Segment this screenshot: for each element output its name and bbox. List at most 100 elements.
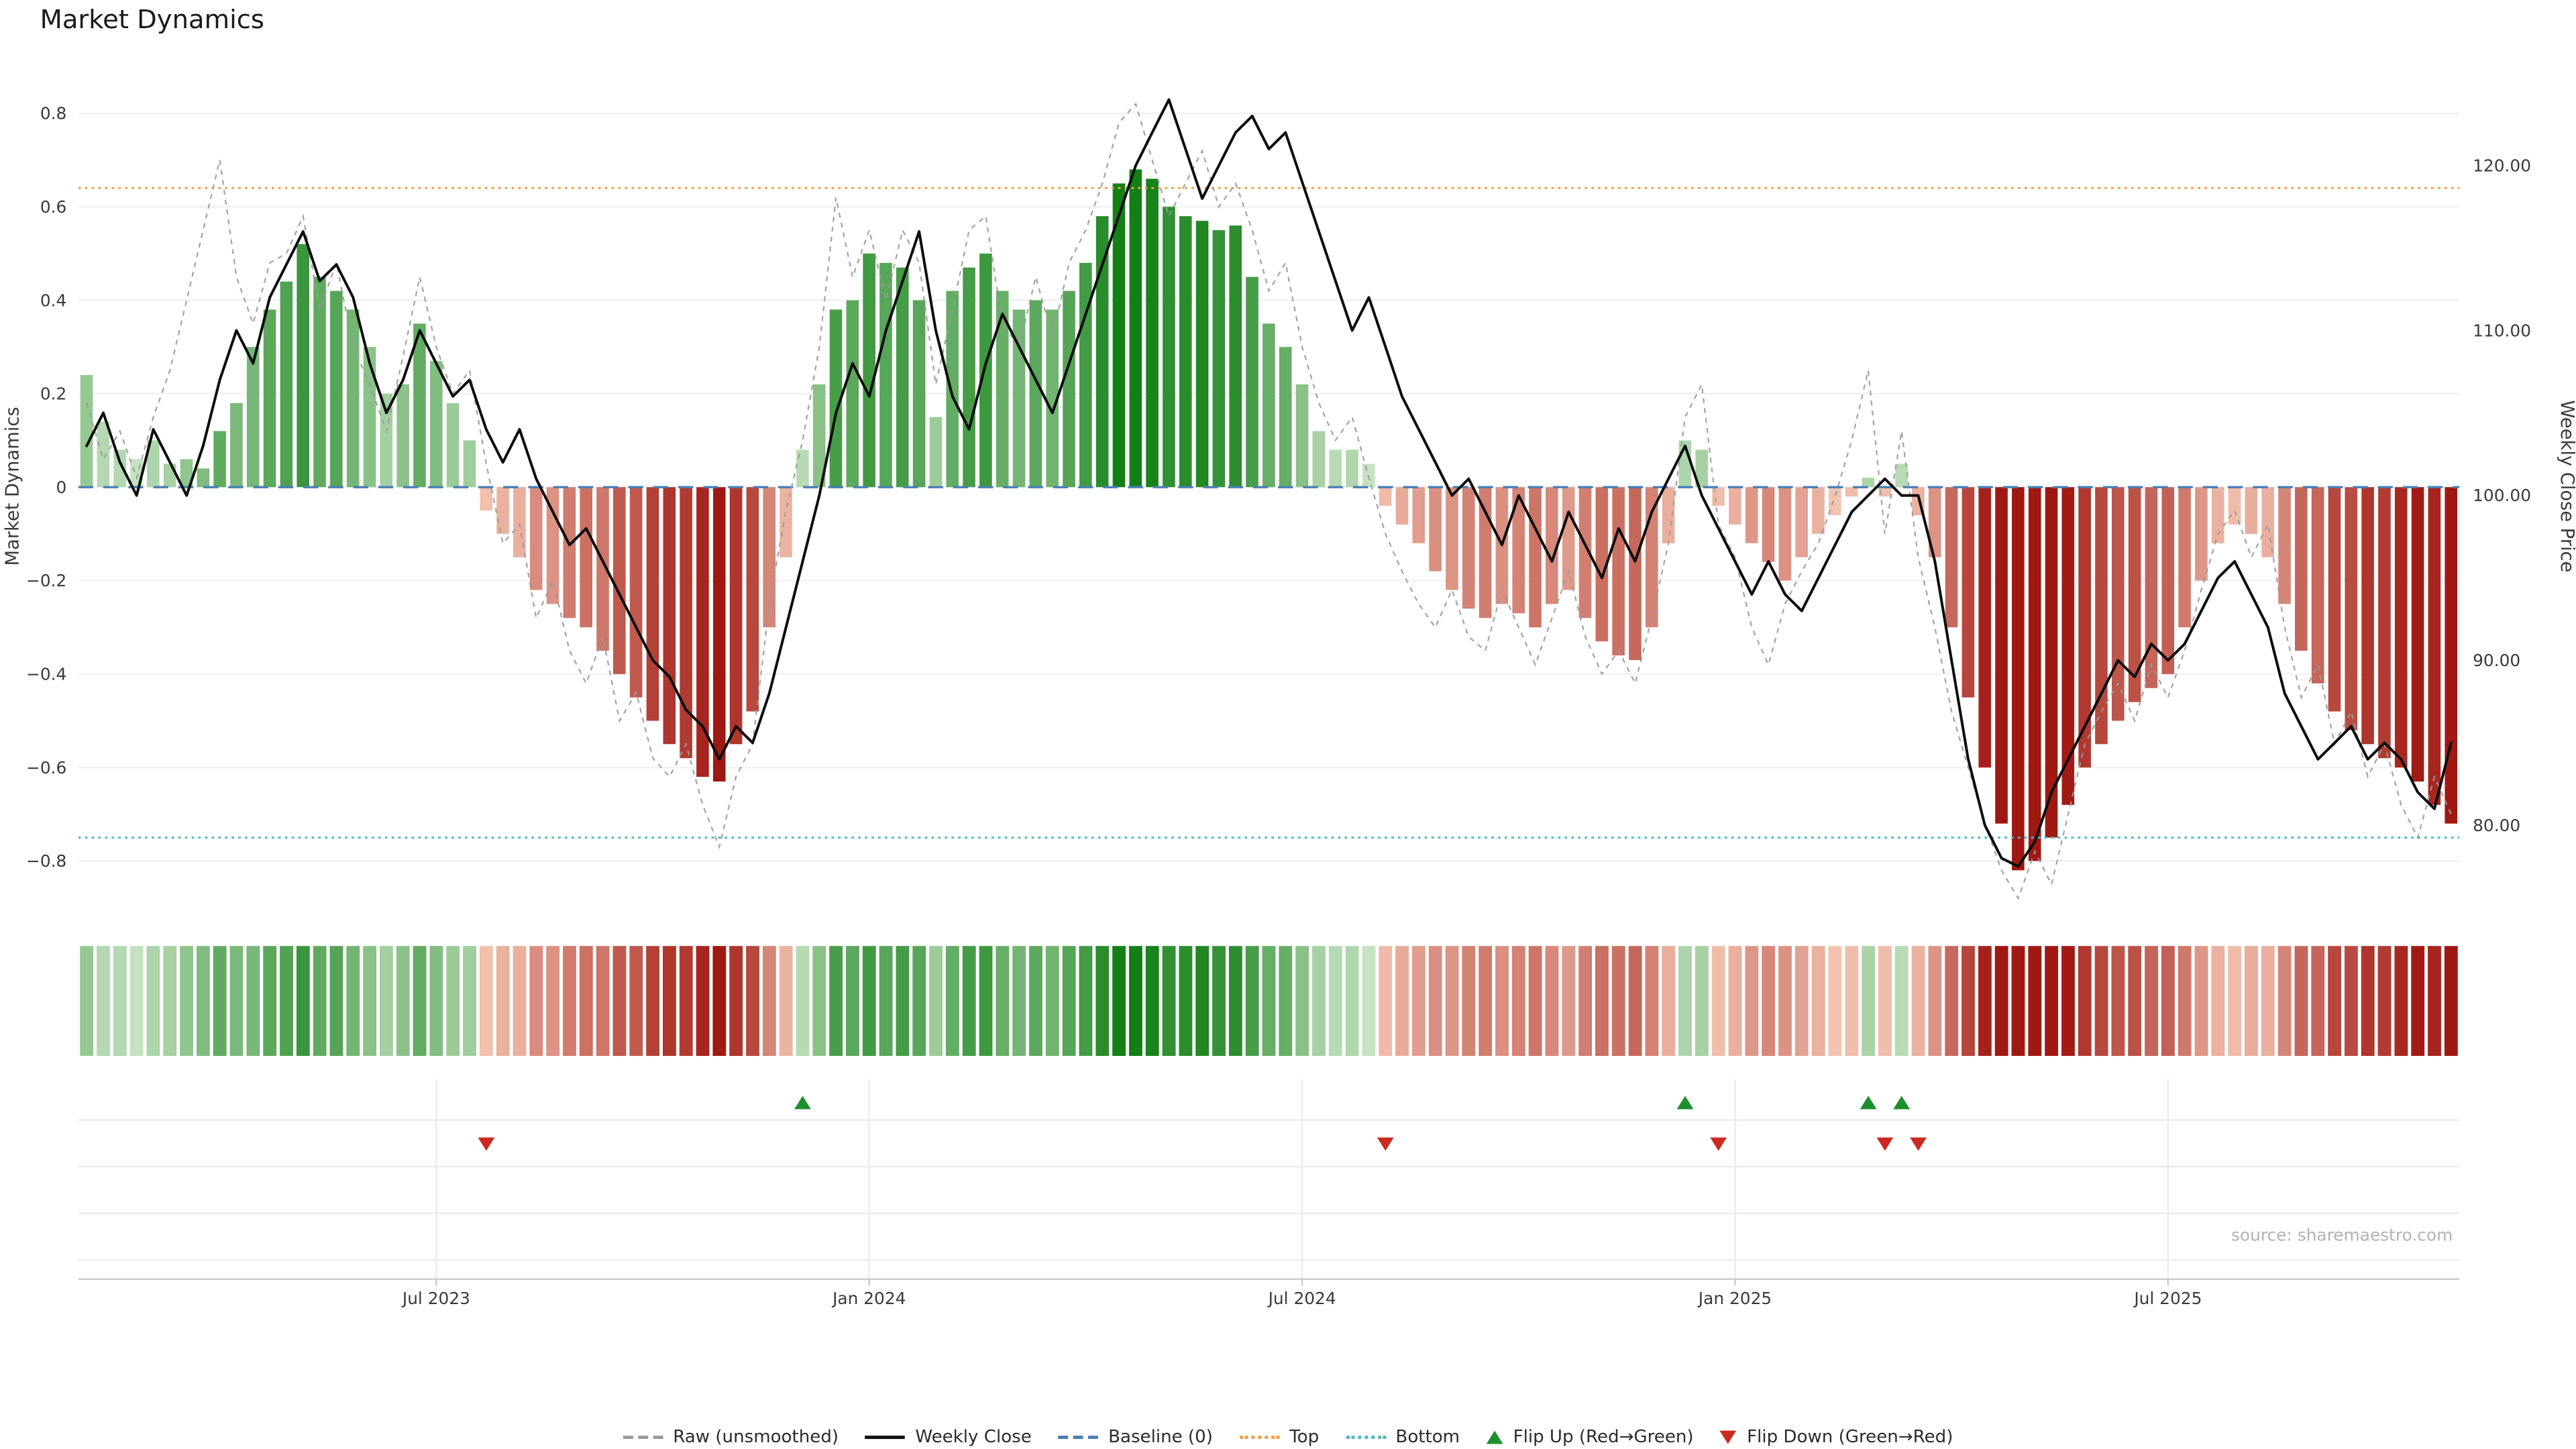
oscillator-bar [180, 459, 193, 488]
oscillator-bar [846, 300, 859, 488]
heatmap-cell [1362, 946, 1376, 1057]
heatmap-cell [513, 946, 527, 1057]
heatmap-cell [2394, 946, 2408, 1057]
legend-item: Flip Down (Green→Red) [1720, 1428, 1953, 1447]
axis-ticks: 0.8 0.6 0.4 0.2 0 −0.2 −0.4 −0.6 −0.8 120.00 110.0… [26, 104, 2531, 1308]
right-tick-label: 120.00 [2473, 156, 2531, 176]
legend-label: Raw (unsmoothed) [673, 1427, 839, 1448]
oscillator-bars [80, 169, 2458, 871]
heatmap-cell [779, 946, 793, 1057]
heatmap-cell [380, 946, 393, 1057]
oscillator-bar [2245, 487, 2258, 534]
heatmap-cell [496, 946, 510, 1057]
heatmap-cell [1962, 946, 1975, 1057]
oscillator-bar [2345, 487, 2358, 731]
left-axis-label: Market Dynamics [2, 407, 23, 566]
heatmap-cell [1228, 946, 1242, 1057]
heatmap-cell [463, 946, 476, 1057]
heatmap-cell [1179, 946, 1193, 1057]
heatmap-cell [1012, 946, 1026, 1057]
heatmap-cell [97, 946, 110, 1057]
oscillator-bar [1029, 300, 1042, 488]
oscillator-bar [2394, 487, 2408, 768]
oscillator-bar [1395, 487, 1409, 525]
oscillator-bar [1179, 216, 1192, 488]
heatmap-cell [1145, 946, 1159, 1057]
oscillator-bar [346, 309, 360, 488]
oscillator-bar [2428, 487, 2441, 805]
source-note: source: sharemaestro.com [2231, 1226, 2453, 1245]
oscillator-bar [729, 487, 743, 745]
threshold-lines [78, 186, 2460, 839]
heatmap-cell [180, 946, 194, 1057]
oscillator-bar [230, 402, 243, 488]
weekly-close-line [85, 98, 2453, 868]
oscillator-bar [780, 487, 792, 557]
legend-label: Top [1289, 1427, 1320, 1448]
oscillator-bar [663, 487, 676, 745]
dashed-line-icon [1058, 1436, 1099, 1440]
oscillator-bar [1279, 347, 1292, 488]
heatmap-cell [1845, 946, 1859, 1057]
heatmap-cell [563, 946, 576, 1057]
oscillator-bar [863, 253, 875, 488]
oscillator-bar [563, 487, 576, 619]
oscillator-bar [1795, 487, 1808, 557]
heatmap-cell [1811, 946, 1825, 1057]
legend-label: Weekly Close [915, 1427, 1032, 1448]
oscillator-bar [712, 487, 726, 782]
oscillator-bar [163, 464, 176, 488]
oscillator-bar [1146, 178, 1159, 488]
legend-item: Bottom [1345, 1428, 1460, 1447]
heatmap-cell [2128, 946, 2142, 1057]
heatmap-strip [80, 946, 2458, 1057]
x-tick-label: Jul 2024 [1267, 1289, 1336, 1308]
oscillator-bar [996, 290, 1009, 488]
oscillator-bar [613, 487, 626, 674]
oscillator-bar [513, 487, 526, 557]
oscillator-bar [2195, 487, 2208, 581]
heatmap-cell [2294, 946, 2308, 1057]
oscillator-bar [596, 487, 609, 651]
oscillator-bar [1063, 290, 1075, 488]
heatmap-cell [1245, 946, 1259, 1057]
oscillator-bar [1412, 487, 1426, 543]
heatmap-cell [862, 946, 876, 1057]
heatmap-cell [280, 946, 293, 1057]
oscillator-bar [1312, 431, 1326, 488]
heatmap-cell [1562, 946, 1576, 1057]
oscillator-bar [896, 267, 909, 488]
heatmap-cell [1262, 946, 1276, 1057]
heatmap-cell [712, 946, 727, 1057]
heatmap-cell [1894, 946, 1909, 1057]
heatmap-cell [1762, 946, 1776, 1057]
marker-panel [78, 1079, 2460, 1280]
heatmap-cell [363, 946, 377, 1057]
heatmap-cell [1128, 946, 1142, 1057]
oscillator-bar [147, 440, 160, 488]
heatmap-cell [1162, 946, 1176, 1057]
legend-item: Flip Up (Red→Green) [1486, 1427, 1694, 1448]
oscillator-bar [1546, 487, 1558, 604]
heatmap-cell [2444, 946, 2458, 1057]
heatmap-cell [313, 946, 327, 1057]
oscillator-bar [2128, 487, 2141, 702]
oscillator-bar [2328, 487, 2341, 712]
heatmap-cell [2028, 946, 2042, 1057]
heatmap-cell [1345, 946, 1359, 1057]
heatmap-cell [1545, 946, 1559, 1057]
legend-label: Flip Up (Red→Green) [1513, 1427, 1694, 1448]
oscillator-bar [1295, 384, 1309, 488]
oscillator-bar [746, 487, 759, 712]
left-tick-label: 0.8 [40, 104, 67, 123]
heatmap-cell [912, 946, 926, 1057]
oscillator-bar [946, 290, 959, 488]
flip-up-marker [1860, 1095, 1877, 1110]
heatmap-cell [429, 946, 443, 1057]
left-tick-label: −0.6 [26, 758, 66, 777]
heatmap-cell [746, 946, 759, 1057]
heatmap-cell [596, 946, 610, 1057]
left-tick-label: −0.4 [26, 664, 66, 684]
oscillator-bar [1529, 487, 1542, 628]
